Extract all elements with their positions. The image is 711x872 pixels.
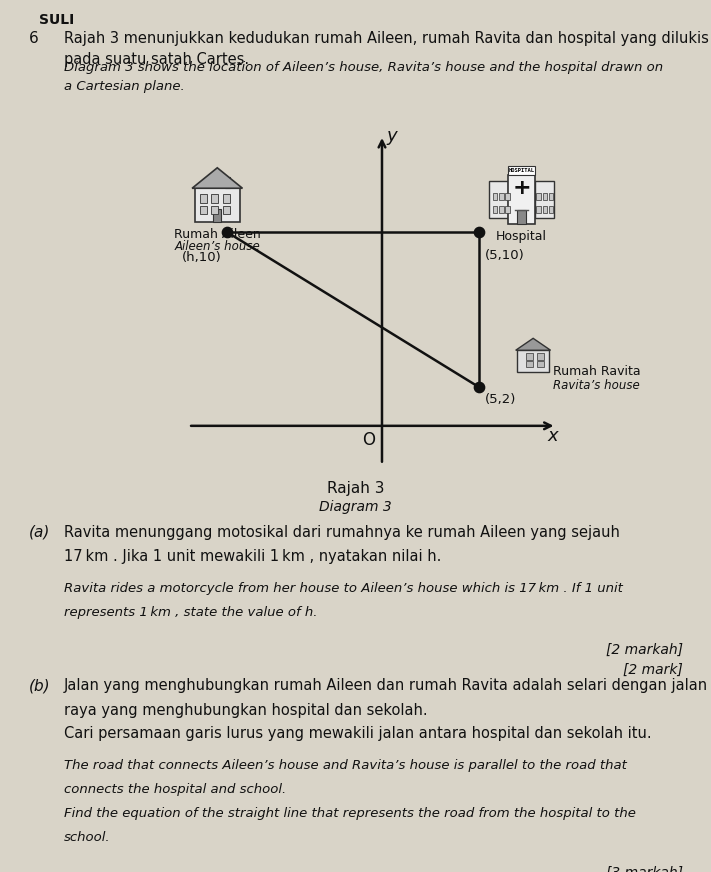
FancyBboxPatch shape bbox=[223, 194, 230, 202]
Text: Cari persamaan garis lurus yang mewakili jalan antara hospital dan sekolah itu.: Cari persamaan garis lurus yang mewakili… bbox=[64, 726, 651, 741]
FancyBboxPatch shape bbox=[493, 193, 498, 200]
Text: Ravita rides a motorcycle from her house to Aileen’s house which is 17 km . If 1: Ravita rides a motorcycle from her house… bbox=[64, 582, 623, 595]
FancyBboxPatch shape bbox=[542, 206, 547, 213]
FancyBboxPatch shape bbox=[223, 206, 230, 215]
Text: 6: 6 bbox=[28, 31, 38, 45]
Text: school.: school. bbox=[64, 831, 111, 844]
Polygon shape bbox=[192, 167, 242, 188]
Text: (a): (a) bbox=[28, 525, 50, 540]
FancyBboxPatch shape bbox=[537, 345, 540, 351]
FancyBboxPatch shape bbox=[508, 175, 535, 224]
Text: raya yang menghubungkan hospital dan sekolah.: raya yang menghubungkan hospital dan sek… bbox=[64, 703, 427, 718]
Text: Ravita menunggang motosikal dari rumahnya ke rumah Aileen yang sejauh: Ravita menunggang motosikal dari rumahny… bbox=[64, 525, 620, 540]
FancyBboxPatch shape bbox=[493, 206, 498, 213]
Text: [3 markah]: [3 markah] bbox=[606, 866, 683, 872]
FancyBboxPatch shape bbox=[499, 206, 503, 213]
Point bbox=[221, 225, 232, 239]
Text: Diagram 3: Diagram 3 bbox=[319, 500, 392, 514]
FancyBboxPatch shape bbox=[508, 167, 535, 175]
FancyBboxPatch shape bbox=[506, 193, 510, 200]
Text: SULI: SULI bbox=[39, 13, 75, 27]
Text: connects the hospital and school.: connects the hospital and school. bbox=[64, 783, 287, 796]
Text: O: O bbox=[362, 432, 375, 449]
Text: Jalan yang menghubungkan rumah Aileen dan rumah Ravita adalah selari dengan jala: Jalan yang menghubungkan rumah Aileen da… bbox=[64, 678, 708, 693]
Text: Diagram 3 shows the location of Aileen’s house, Ravita’s house and the hospital : Diagram 3 shows the location of Aileen’s… bbox=[64, 61, 663, 92]
Text: Rumah Ravita: Rumah Ravita bbox=[552, 365, 640, 378]
Text: +: + bbox=[512, 178, 531, 198]
Text: y: y bbox=[386, 127, 397, 145]
Text: Aileen’s house: Aileen’s house bbox=[174, 240, 260, 253]
Point bbox=[474, 380, 485, 394]
FancyBboxPatch shape bbox=[549, 193, 553, 200]
Text: (h,10): (h,10) bbox=[181, 251, 221, 264]
Text: 17 km . Jika 1 unit mewakili 1 km , nyatakan nilai h.: 17 km . Jika 1 unit mewakili 1 km , nyat… bbox=[64, 549, 442, 564]
FancyBboxPatch shape bbox=[526, 353, 533, 359]
FancyBboxPatch shape bbox=[535, 181, 554, 219]
Text: x: x bbox=[547, 427, 558, 446]
Text: Ravita’s house: Ravita’s house bbox=[552, 378, 639, 392]
Text: Rajah 3 menunjukkan kedudukan rumah Aileen, rumah Ravita dan hospital yang diluk: Rajah 3 menunjukkan kedudukan rumah Aile… bbox=[64, 31, 709, 67]
FancyBboxPatch shape bbox=[536, 206, 541, 213]
Text: (5,10): (5,10) bbox=[485, 249, 525, 262]
Text: HOSPITAL: HOSPITAL bbox=[508, 168, 535, 173]
Text: Rajah 3: Rajah 3 bbox=[327, 481, 384, 496]
Text: Rumah Aileen: Rumah Aileen bbox=[174, 228, 261, 242]
Text: [2 mark]: [2 mark] bbox=[623, 663, 683, 677]
FancyBboxPatch shape bbox=[499, 193, 503, 200]
FancyBboxPatch shape bbox=[526, 361, 533, 367]
Polygon shape bbox=[515, 338, 550, 351]
FancyBboxPatch shape bbox=[537, 353, 544, 359]
FancyBboxPatch shape bbox=[211, 206, 218, 215]
FancyBboxPatch shape bbox=[200, 206, 207, 215]
Text: (b): (b) bbox=[28, 678, 50, 693]
FancyBboxPatch shape bbox=[536, 193, 541, 200]
FancyBboxPatch shape bbox=[506, 206, 510, 213]
FancyBboxPatch shape bbox=[195, 188, 240, 222]
Point bbox=[474, 225, 485, 239]
FancyBboxPatch shape bbox=[213, 208, 221, 222]
FancyBboxPatch shape bbox=[537, 361, 544, 367]
Text: Find the equation of the straight line that represents the road from the hospita: Find the equation of the straight line t… bbox=[64, 807, 636, 820]
FancyBboxPatch shape bbox=[549, 206, 553, 213]
FancyBboxPatch shape bbox=[225, 177, 230, 188]
Text: The road that connects Aileen’s house and Ravita’s house is parallel to the road: The road that connects Aileen’s house an… bbox=[64, 759, 627, 772]
Text: [2 markah]: [2 markah] bbox=[606, 643, 683, 657]
FancyBboxPatch shape bbox=[542, 193, 547, 200]
FancyBboxPatch shape bbox=[211, 194, 218, 202]
FancyBboxPatch shape bbox=[489, 181, 508, 219]
FancyBboxPatch shape bbox=[517, 210, 526, 224]
Text: represents 1 km , state the value of h.: represents 1 km , state the value of h. bbox=[64, 606, 318, 619]
FancyBboxPatch shape bbox=[200, 194, 207, 202]
Text: Hospital: Hospital bbox=[496, 230, 547, 243]
FancyBboxPatch shape bbox=[518, 351, 549, 371]
Text: (5,2): (5,2) bbox=[485, 393, 516, 405]
